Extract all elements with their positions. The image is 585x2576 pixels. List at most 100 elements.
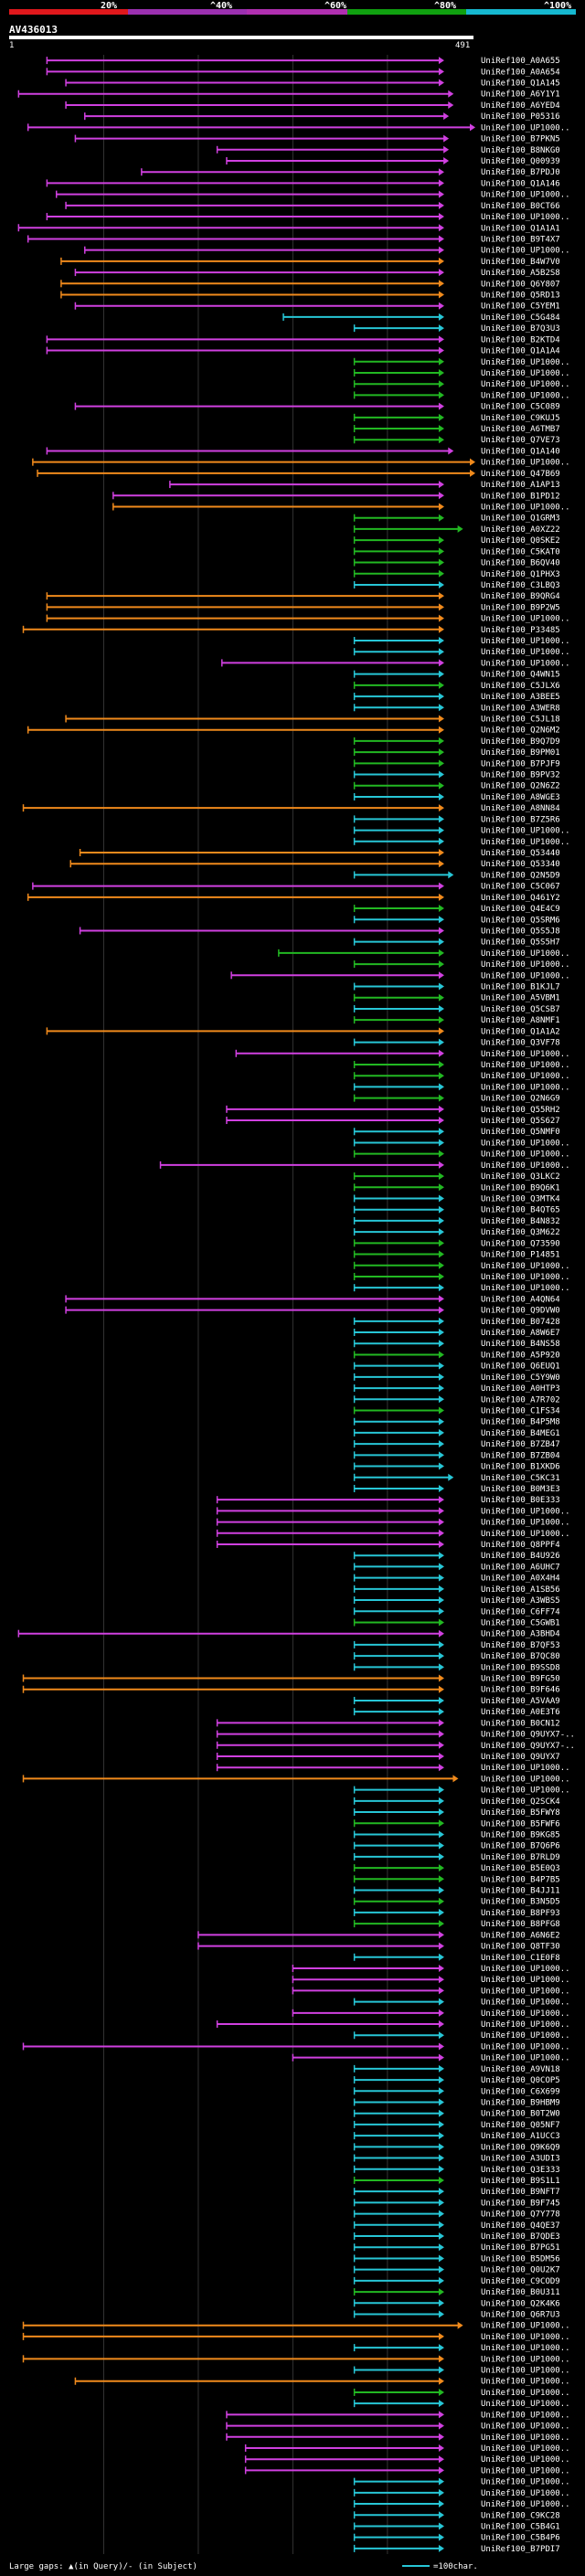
hit-row[interactable]: UniRef100_Q8PPF4 (216, 1541, 560, 1550)
hit-row[interactable]: UniRef100_Q7Y778 (353, 2210, 560, 2220)
hit-row[interactable]: UniRef100_UP1000.. (244, 2466, 570, 2475)
hit-label[interactable]: UniRef100_A0E3T6 (481, 1708, 560, 1717)
hit-row[interactable]: UniRef100_UP1000.. (353, 2500, 570, 2509)
hit-row[interactable]: UniRef100_UP1000.. (84, 246, 570, 256)
hit-row[interactable]: UniRef100_B4MEG1 (353, 1428, 560, 1438)
hit-label[interactable]: UniRef100_B4NS58 (481, 1340, 560, 1349)
hit-row[interactable]: UniRef100_B7Z5R6 (353, 815, 560, 824)
hit-label[interactable]: UniRef100_B7Q6P6 (481, 1842, 560, 1851)
hit-row[interactable]: UniRef100_A8NMF1 (353, 1016, 560, 1025)
hit-label[interactable]: UniRef100_A7R702 (481, 1395, 560, 1405)
hit-row[interactable]: UniRef100_C1FS34 (353, 1406, 560, 1415)
hit-row[interactable]: UniRef100_A0E3T6 (353, 1708, 560, 1717)
hit-label[interactable]: UniRef100_A9VN18 (481, 2065, 560, 2074)
hit-row[interactable]: UniRef100_B9Q7D9 (353, 737, 560, 747)
hit-label[interactable]: UniRef100_B0M3E3 (481, 1485, 560, 1494)
hit-label[interactable]: UniRef100_B4P5M8 (481, 1418, 560, 1427)
hit-row[interactable]: UniRef100_Q4E4C9 (353, 905, 560, 914)
hit-row[interactable]: UniRef100_UP1000.. (226, 2411, 570, 2420)
hit-row[interactable]: UniRef100_UP1000.. (235, 1049, 570, 1059)
hit-label[interactable]: UniRef100_B0E333 (481, 1496, 560, 1505)
hit-row[interactable]: UniRef100_Q5S5H7 (353, 938, 560, 948)
hit-label[interactable]: UniRef100_Q6Y807 (481, 280, 560, 289)
hit-row[interactable]: UniRef100_B7PKN5 (74, 134, 560, 144)
hit-label[interactable]: UniRef100_Q8PPF4 (481, 1541, 560, 1550)
hit-label[interactable]: UniRef100_UP1000.. (481, 1965, 570, 1974)
hit-row[interactable]: UniRef100_UP1000.. (22, 2332, 570, 2342)
hit-label[interactable]: UniRef100_UP1000.. (481, 1050, 570, 1059)
hit-label[interactable]: UniRef100_UP1000.. (481, 247, 570, 256)
hit-label[interactable]: UniRef100_Q7Y778 (481, 2210, 560, 2220)
hit-row[interactable]: UniRef100_Q8TF30 (197, 1942, 560, 1952)
hit-label[interactable]: UniRef100_A0XZ22 (481, 525, 560, 535)
hit-row[interactable]: UniRef100_B4NS58 (353, 1340, 560, 1349)
hit-row[interactable]: UniRef100_A3UDI3 (353, 2154, 560, 2164)
hit-row[interactable]: UniRef100_Q0U2K7 (353, 2265, 560, 2275)
hit-label[interactable]: UniRef100_Q2N6M2 (481, 726, 560, 736)
hit-label[interactable]: UniRef100_B9PV32 (481, 771, 560, 780)
hit-row[interactable]: UniRef100_B07428 (353, 1317, 560, 1327)
hit-row[interactable]: UniRef100_UP1000.. (353, 960, 570, 970)
hit-row[interactable]: UniRef100_C5KAT0 (353, 547, 560, 557)
hit-label[interactable]: UniRef100_A5VAA9 (481, 1697, 560, 1706)
hit-label[interactable]: UniRef100_Q8TF30 (481, 1943, 560, 1952)
hit-label[interactable]: UniRef100_A1UCC3 (481, 2132, 560, 2141)
hit-row[interactable]: UniRef100_C5KC31 (353, 1473, 560, 1483)
hit-row[interactable]: UniRef100_B1XKD6 (353, 1462, 560, 1472)
hit-row[interactable]: UniRef100_B7PJF9 (353, 759, 560, 769)
hit-row[interactable]: UniRef100_B9PM01 (353, 748, 560, 758)
hit-row[interactable]: UniRef100_B0CN12 (216, 1719, 560, 1728)
hit-label[interactable]: UniRef100_UP1000.. (481, 1987, 570, 1996)
hit-row[interactable]: UniRef100_UP1000.. (22, 2321, 570, 2331)
hit-row[interactable]: UniRef100_Q2N5D9 (353, 871, 560, 880)
hit-label[interactable]: UniRef100_A3WER8 (481, 704, 560, 713)
hit-label[interactable]: UniRef100_A5P920 (481, 1351, 560, 1360)
hit-row[interactable]: UniRef100_B4U926 (353, 1552, 560, 1561)
hit-row[interactable]: UniRef100_B9HBM9 (353, 2098, 560, 2108)
hit-label[interactable]: UniRef100_A3BHD4 (481, 1630, 560, 1639)
hit-label[interactable]: UniRef100_B5FWF6 (481, 1819, 560, 1829)
hit-row[interactable]: UniRef100_UP1000.. (55, 190, 570, 200)
hit-row[interactable]: UniRef100_A1AP13 (169, 481, 560, 490)
hit-row[interactable]: UniRef100_Q53440 (79, 849, 560, 858)
hit-row[interactable]: UniRef100_B7QDE3 (353, 2232, 560, 2242)
hit-label[interactable]: UniRef100_Q1GRM3 (481, 514, 560, 524)
hit-row[interactable]: UniRef100_B7PDI7 (353, 2544, 560, 2554)
hit-label[interactable]: UniRef100_UP1000.. (481, 637, 570, 646)
hit-label[interactable]: UniRef100_B9QRG4 (481, 592, 560, 601)
hit-label[interactable]: UniRef100_Q7VE73 (481, 436, 560, 445)
hit-row[interactable]: UniRef100_Q5CSB7 (353, 1004, 560, 1014)
hit-label[interactable]: UniRef100_UP1000.. (481, 1507, 570, 1516)
hit-label[interactable]: UniRef100_Q2N6Z2 (481, 782, 560, 791)
hit-row[interactable]: UniRef100_Q53340 (69, 860, 560, 869)
hit-label[interactable]: UniRef100_UP1000.. (481, 2489, 570, 2498)
hit-label[interactable]: UniRef100_C5JLX6 (481, 682, 560, 691)
hit-label[interactable]: UniRef100_UP1000.. (481, 1150, 570, 1160)
hit-label[interactable]: UniRef100_B9Q6K1 (481, 1183, 560, 1193)
hit-row[interactable]: UniRef100_Q9UYX7 (216, 1752, 560, 1762)
hit-row[interactable]: UniRef100_B9P2W5 (46, 603, 560, 612)
hit-label[interactable]: UniRef100_B9S1L1 (481, 2177, 560, 2186)
hit-row[interactable]: UniRef100_Q5SRM6 (353, 916, 560, 925)
hit-label[interactable]: UniRef100_UP1000.. (481, 971, 570, 981)
hit-label[interactable]: UniRef100_Q1A140 (481, 447, 560, 456)
hit-label[interactable]: UniRef100_UP1000.. (481, 2378, 570, 2387)
hit-row[interactable]: UniRef100_Q4WN15 (353, 670, 560, 680)
hit-label[interactable]: UniRef100_Q73590 (481, 1239, 560, 1248)
hit-row[interactable]: UniRef100_UP1000.. (46, 614, 570, 624)
hit-label[interactable]: UniRef100_Q00939 (481, 157, 560, 166)
hit-label[interactable]: UniRef100_B7QDE3 (481, 2232, 560, 2242)
hit-label[interactable]: UniRef100_Q55RH2 (481, 1106, 560, 1115)
hit-row[interactable]: UniRef100_A6N6E2 (197, 1931, 560, 1940)
hit-label[interactable]: UniRef100_C5KAT0 (481, 547, 560, 557)
hit-row[interactable]: UniRef100_Q5NMF0 (353, 1128, 560, 1137)
hit-row[interactable]: UniRef100_UP1000.. (353, 1150, 570, 1160)
hit-row[interactable]: UniRef100_Q1GRM3 (353, 514, 560, 524)
hit-row[interactable]: UniRef100_Q9DVW0 (65, 1306, 560, 1316)
hit-row[interactable]: UniRef100_UP1000.. (353, 1786, 570, 1796)
hit-row[interactable]: UniRef100_A1UCC3 (353, 2132, 560, 2141)
hit-label[interactable]: UniRef100_Q47B69 (481, 470, 560, 479)
hit-label[interactable]: UniRef100_B7Q3U3 (481, 324, 560, 334)
hit-label[interactable]: UniRef100_UP1000.. (481, 2455, 570, 2465)
hit-row[interactable]: UniRef100_B9PV32 (353, 770, 560, 780)
